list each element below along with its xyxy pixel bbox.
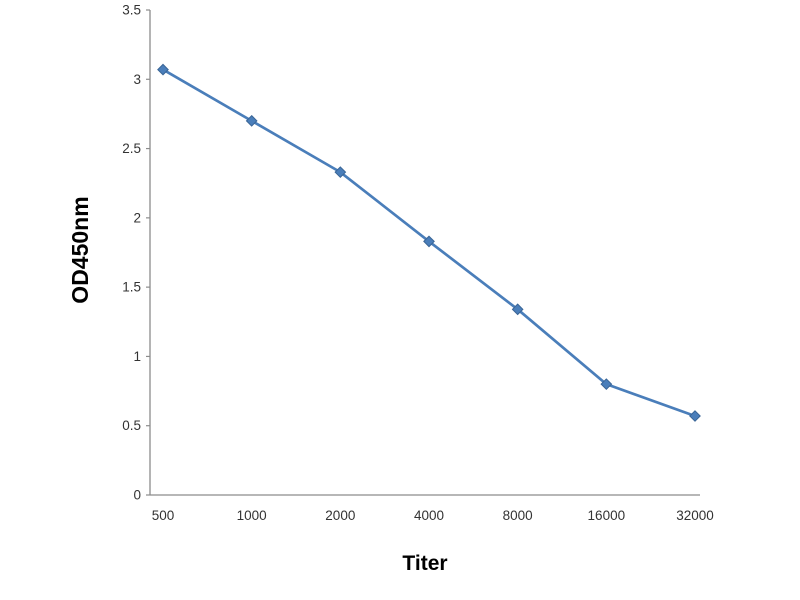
x-tick-label: 32000 <box>676 508 714 523</box>
plot-area: 0 0.5 1 1.5 2 2.5 3 3.5 500 1000 2000 4000 8000 16000… <box>122 3 714 524</box>
x-tick-label: 500 <box>152 508 175 523</box>
y-tick-label: 3 <box>133 72 141 87</box>
y-axis-title: OD450nm <box>67 196 93 303</box>
x-tick-label: 1000 <box>237 508 267 523</box>
y-tick-label: 1 <box>133 349 141 364</box>
data-point-marker <box>423 235 435 248</box>
data-point-marker <box>157 63 169 76</box>
y-tick-label: 0 <box>133 488 141 503</box>
y-tick-label: 3.5 <box>122 3 141 18</box>
y-tick-label: 2 <box>133 210 141 225</box>
x-tick-label: 16000 <box>588 508 626 523</box>
x-tick-label: 8000 <box>503 508 533 523</box>
y-tick-label: 2.5 <box>122 141 141 156</box>
x-axis-title: Titer <box>402 552 447 575</box>
data-point-marker <box>689 410 701 422</box>
y-tick-label: 1.5 <box>122 280 141 295</box>
data-point-marker <box>600 378 613 391</box>
data-point-marker <box>334 166 347 179</box>
data-point-marker <box>511 303 524 316</box>
x-tick-label: 4000 <box>414 508 444 523</box>
data-point-marker <box>245 114 258 127</box>
y-tick-label: 0.5 <box>122 418 141 433</box>
x-tick-label: 2000 <box>325 508 355 523</box>
